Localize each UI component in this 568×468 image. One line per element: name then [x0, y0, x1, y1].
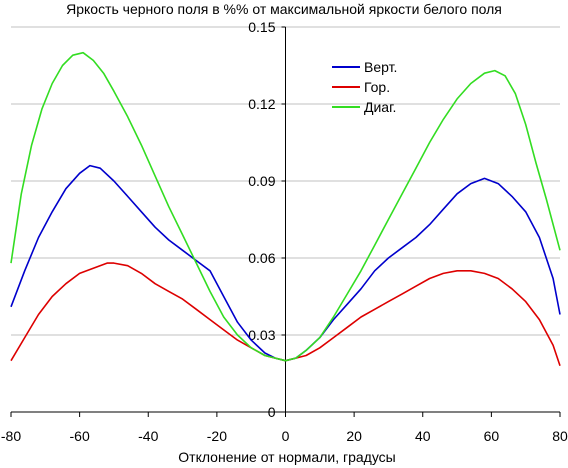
legend-label-2: Гор.	[364, 79, 390, 95]
legend-label-1: Верт.	[364, 59, 397, 75]
x-tick-label: -20	[207, 428, 227, 444]
x-axis-label: Отклонение от нормали, градусы	[178, 449, 395, 465]
chart-title: Яркость черного поля в %% от максимально…	[66, 1, 502, 17]
x-tick-label: 80	[552, 428, 568, 444]
legend-label-3: Диаг.	[364, 99, 396, 115]
legend: Верт. Гор. Диаг.	[332, 59, 397, 115]
axes	[10, 26, 561, 417]
x-tick-label: -80	[1, 428, 21, 444]
y-tick-label: 0	[268, 404, 276, 420]
y-tick-label: 0.12	[248, 96, 275, 112]
tick-labels: 0 0.03 0.06 0.09 0.12 0.15 -80 -60 -40 -20 0 20 40 60…	[1, 19, 568, 444]
y-tick-label: 0.03	[248, 327, 275, 343]
y-tick-label: 0.06	[248, 250, 275, 266]
x-tick-label: 0	[282, 428, 290, 444]
series-lines	[10, 51, 561, 367]
y-tick-label: 0.09	[248, 173, 275, 189]
x-tick-label: 40	[415, 428, 431, 444]
x-tick-label: 20	[346, 428, 362, 444]
x-tick-label: -60	[70, 428, 90, 444]
x-tick-label: -40	[138, 428, 158, 444]
y-tick-label: 0.15	[248, 19, 275, 35]
x-tick-label: 60	[484, 428, 500, 444]
series-line-3	[10, 51, 561, 362]
